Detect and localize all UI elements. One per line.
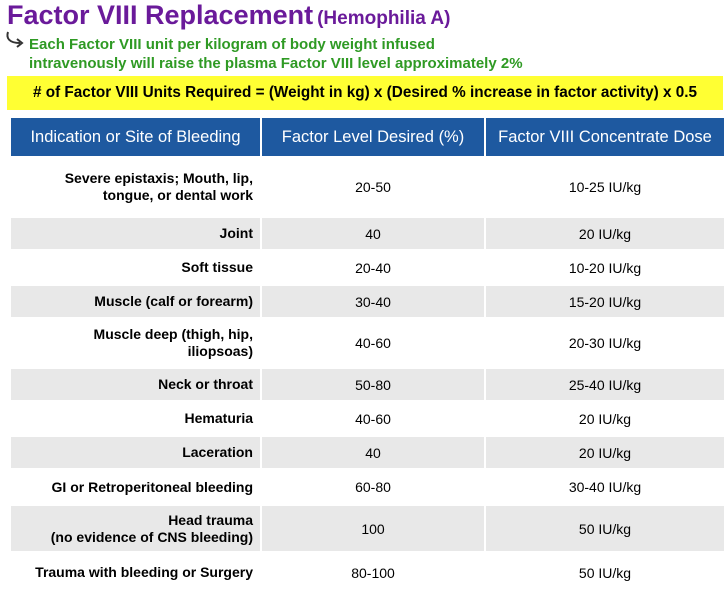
- curved-arrow-icon: [6, 31, 24, 48]
- indication-cell: Severe epistaxis; Mouth, lip, tongue, or …: [11, 156, 262, 217]
- dose-cell: 50 IU/kg: [485, 504, 724, 552]
- table-row: GI or Retroperitoneal bleeding 60-80 30-…: [11, 468, 724, 505]
- table-row: Hematuria 40-60 20 IU/kg: [11, 400, 724, 436]
- note-line-1: Each Factor VIII unit per kilogram of bo…: [29, 36, 435, 53]
- dosing-formula: # of Factor VIII Units Required = (Weigh…: [7, 76, 723, 110]
- level-cell: 40: [261, 216, 486, 250]
- level-cell: 40-60: [261, 317, 486, 368]
- indication-cell: Soft tissue: [11, 249, 262, 285]
- page-title: Factor VIII Replacement (Hemophilia A): [7, 0, 450, 34]
- indication-cell: Laceration: [11, 435, 262, 469]
- dose-cell: 25-40 IU/kg: [485, 367, 724, 401]
- dose-cell: 20 IU/kg: [485, 216, 724, 250]
- indication-cell: Muscle (calf or forearm): [11, 284, 262, 318]
- table-row: Muscle (calf or forearm) 30-40 15-20 IU/…: [11, 284, 724, 318]
- info-note: Each Factor VIII unit per kilogram of bo…: [29, 35, 649, 73]
- level-cell: 40: [261, 435, 486, 469]
- indication-cell: Head trauma (no evidence of CNS bleeding): [11, 504, 262, 552]
- dose-cell: 20 IU/kg: [485, 435, 724, 469]
- table-row: Joint 40 20 IU/kg: [11, 216, 724, 250]
- table-row: Laceration 40 20 IU/kg: [11, 435, 724, 469]
- level-cell: 20-40: [261, 249, 486, 285]
- level-cell: 100: [261, 504, 486, 552]
- level-cell: 20-50: [261, 156, 486, 217]
- indication-cell: Neck or throat: [11, 367, 262, 401]
- indication-cell: Muscle deep (thigh, hip, iliopsoas): [11, 317, 262, 368]
- dose-cell: 10-25 IU/kg: [485, 156, 724, 217]
- indication-cell: GI or Retroperitoneal bleeding: [11, 468, 262, 505]
- table-row: Trauma with bleeding or Surgery 80-100 5…: [11, 551, 724, 592]
- level-cell: 40-60: [261, 400, 486, 436]
- level-cell: 60-80: [261, 468, 486, 505]
- table-row: Head trauma (no evidence of CNS bleeding)…: [11, 504, 724, 552]
- level-cell: 30-40: [261, 284, 486, 318]
- indication-cell: Hematuria: [11, 400, 262, 436]
- table-row: Muscle deep (thigh, hip, iliopsoas) 40-60…: [11, 317, 724, 368]
- indication-cell: Joint: [11, 216, 262, 250]
- table-row: Neck or throat 50-80 25-40 IU/kg: [11, 367, 724, 401]
- column-header-factor-level: Factor Level Desired (%): [261, 118, 486, 157]
- title-subtitle: (Hemophilia A): [317, 8, 451, 29]
- level-cell: 80-100: [261, 551, 486, 592]
- dose-cell: 30-40 IU/kg: [485, 468, 724, 505]
- dosing-table: Indication or Site of Bleeding Factor Le…: [11, 118, 724, 592]
- indication-cell: Trauma with bleeding or Surgery: [11, 551, 262, 592]
- dose-cell: 20 IU/kg: [485, 400, 724, 436]
- dose-cell: 15-20 IU/kg: [485, 284, 724, 318]
- dose-cell: 20-30 IU/kg: [485, 317, 724, 368]
- dose-cell: 10-20 IU/kg: [485, 249, 724, 285]
- note-line-2: intravenously will raise the plasma Fact…: [29, 55, 523, 72]
- table-header-row: Indication or Site of Bleeding Factor Le…: [11, 118, 724, 157]
- column-header-indication: Indication or Site of Bleeding: [11, 118, 262, 157]
- title-main: Factor VIII Replacement: [7, 0, 314, 30]
- table-row: Severe epistaxis; Mouth, lip, tongue, or …: [11, 156, 724, 217]
- table-row: Soft tissue 20-40 10-20 IU/kg: [11, 249, 724, 285]
- dose-cell: 50 IU/kg: [485, 551, 724, 592]
- level-cell: 50-80: [261, 367, 486, 401]
- column-header-dose: Factor VIII Concentrate Dose: [485, 118, 724, 157]
